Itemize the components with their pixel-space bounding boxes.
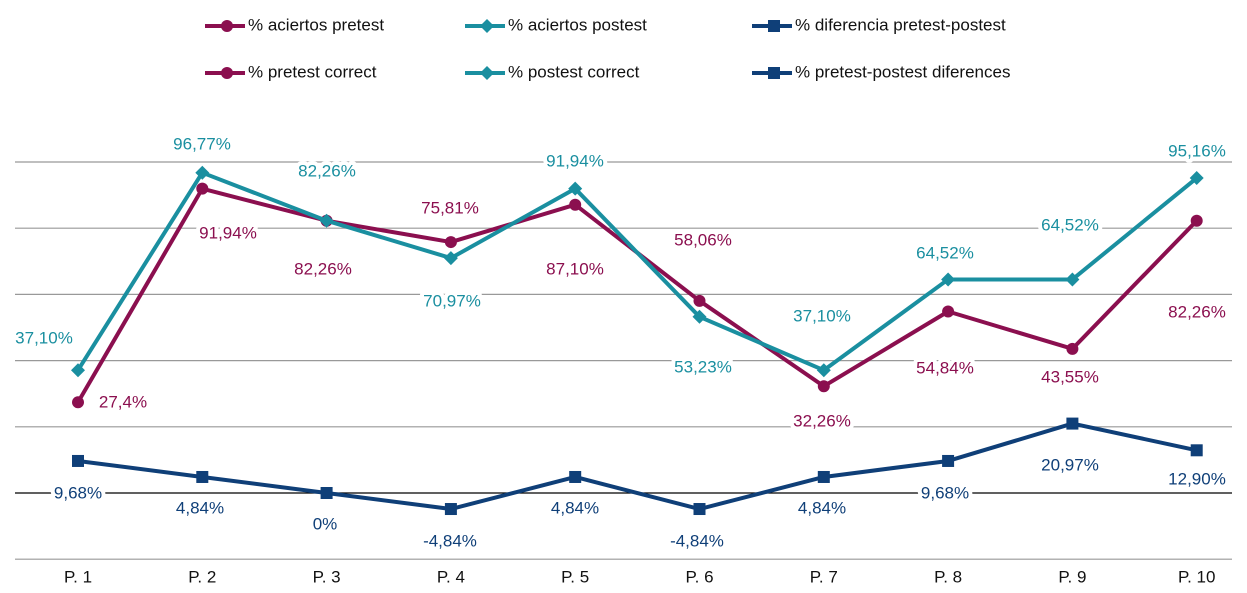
marker: [1065, 272, 1080, 287]
data-label: 82,26%: [1168, 302, 1226, 321]
data-label: 20,97%: [1041, 455, 1099, 474]
data-label: 70,97%: [423, 291, 481, 310]
marker: [443, 251, 458, 266]
marker: [942, 454, 955, 467]
marker: [444, 236, 457, 249]
marker: [569, 470, 582, 483]
x-tick-label: P. 3: [313, 567, 341, 586]
data-label: 37,10%: [793, 306, 851, 325]
data-label: 4,84%: [551, 498, 599, 517]
data-label: 9,68%: [921, 483, 969, 502]
data-label: 4,84%: [798, 498, 846, 517]
series-line: [76, 170, 1198, 373]
marker: [693, 294, 706, 307]
marker: [319, 213, 334, 228]
legend-marker: [221, 20, 233, 32]
marker: [1190, 444, 1203, 457]
series-line: [77, 421, 1198, 512]
legend-marker: [480, 19, 494, 33]
x-tick-label: P. 1: [64, 567, 92, 586]
legend-label: % pretest-postest diferences: [795, 62, 1010, 81]
marker: [196, 470, 209, 483]
legend-label: % diferencia pretest-postest: [795, 15, 1006, 34]
x-tick-label: P. 5: [561, 567, 589, 586]
marker: [817, 470, 830, 483]
data-label: 53,23%: [674, 357, 732, 376]
marker: [569, 198, 582, 211]
marker: [816, 363, 831, 378]
data-label: 32,26%: [793, 411, 851, 430]
marker: [693, 503, 706, 516]
x-tick-label: P. 4: [437, 567, 465, 586]
data-label: 12,90%: [1168, 469, 1226, 488]
data-label: 87,10%: [546, 259, 604, 278]
data-label: -4,84%: [670, 531, 724, 550]
marker: [444, 503, 457, 516]
series-line: [76, 186, 1199, 404]
x-tick-label: P. 7: [810, 567, 838, 586]
data-label: 64,52%: [916, 243, 974, 262]
data-label: 91,94%: [546, 151, 604, 170]
legend-label: % postest correct: [508, 62, 640, 81]
data-label: 91,94%: [199, 223, 257, 242]
marker: [942, 305, 955, 318]
data-label: 37,10%: [15, 328, 73, 347]
data-label: 96,77%: [173, 134, 231, 153]
marker: [1066, 342, 1079, 355]
x-tick-label: P. 9: [1058, 567, 1086, 586]
legend-label: % aciertos postest: [508, 15, 647, 34]
data-label: 54,84%: [916, 358, 974, 377]
data-label: 43,55%: [1041, 367, 1099, 386]
data-label: 64,52%: [1041, 215, 1099, 234]
legend-marker: [768, 67, 780, 79]
data-label: 4,84%: [176, 498, 224, 517]
legend-marker: [480, 66, 494, 80]
data-label: 75,81%: [421, 198, 479, 217]
data-label: 27,4%: [99, 392, 147, 411]
marker: [1190, 214, 1203, 227]
marker: [196, 182, 209, 195]
marker: [72, 396, 84, 409]
data-label: 0%: [313, 514, 338, 533]
x-tick-label: P. 10: [1178, 567, 1216, 586]
x-tick-label: P. 6: [685, 567, 713, 586]
legend-label: % pretest correct: [248, 62, 377, 81]
data-label: 95,16%: [1168, 141, 1226, 160]
data-label: 82,26%: [298, 161, 356, 180]
marker: [320, 487, 333, 499]
marker: [817, 380, 830, 393]
legend-marker: [768, 20, 780, 32]
data-label: 58,06%: [674, 230, 732, 249]
data-label: 9,68%: [54, 483, 102, 502]
marker: [568, 181, 583, 196]
marker: [1189, 171, 1204, 186]
legend-label: % aciertos pretest: [248, 15, 384, 34]
marker: [692, 309, 707, 324]
marker: [71, 363, 85, 378]
marker: [941, 272, 956, 287]
x-tick-label: P. 8: [934, 567, 962, 586]
marker: [195, 165, 210, 180]
data-label: -4,84%: [423, 531, 477, 550]
data-label: 82,26%: [294, 259, 352, 278]
legend-marker: [221, 67, 233, 79]
marker: [1066, 417, 1079, 430]
marker: [72, 454, 84, 467]
x-tick-label: P. 2: [188, 567, 216, 586]
